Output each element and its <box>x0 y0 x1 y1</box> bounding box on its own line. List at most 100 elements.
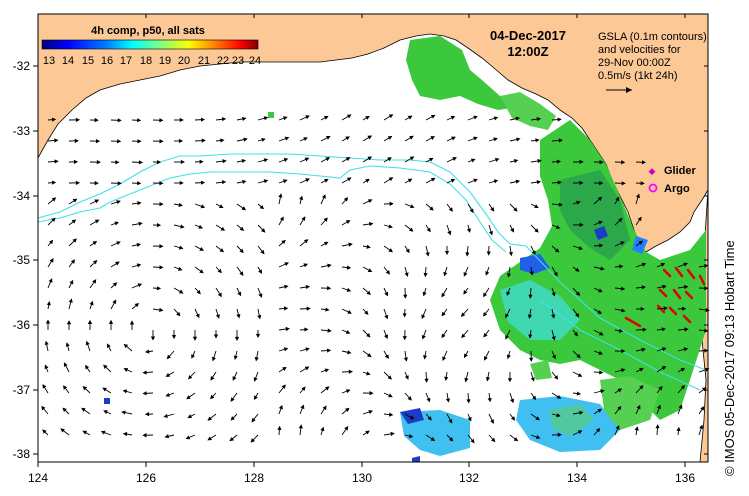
velocity-arrowhead <box>579 222 584 227</box>
velocity-arrowhead <box>94 199 100 204</box>
velocity-arrowhead <box>683 284 689 290</box>
colorbar-title: 4h comp, p50, all sats <box>91 25 205 37</box>
velocity-arrowhead <box>254 395 258 400</box>
velocity-arrowhead <box>529 271 534 276</box>
velocity-arrowhead <box>72 238 77 243</box>
velocity-arrowhead <box>345 220 351 224</box>
velocity-arrowhead <box>176 311 181 317</box>
velocity-arrowhead <box>660 263 666 267</box>
lon-label: 128 <box>244 471 264 485</box>
velocity-arrowhead <box>403 357 408 362</box>
velocity-arrowhead <box>408 227 414 232</box>
velocity-arrowhead <box>450 115 456 120</box>
velocity-arrowhead <box>241 206 246 211</box>
sst-patches <box>104 36 706 462</box>
velocity-arrowhead <box>536 117 542 122</box>
velocity-arrowhead <box>557 180 562 185</box>
colorbar-tick: 17 <box>120 55 132 67</box>
velocity-arrowhead <box>367 156 373 161</box>
velocity-arrowhead <box>44 364 49 370</box>
velocity-arrowhead <box>89 300 94 306</box>
velocity-arrowhead <box>300 404 305 410</box>
velocity-arrowhead <box>322 405 327 411</box>
velocity-arrowhead <box>661 347 667 352</box>
lat-label: -34 <box>13 189 31 203</box>
velocity-arrowhead <box>163 413 168 418</box>
velocity-arrowhead <box>505 335 509 340</box>
velocity-arrowhead <box>389 201 394 206</box>
velocity-arrowhead <box>557 117 562 122</box>
axis-ticks <box>33 14 708 467</box>
velocity-arrowhead <box>639 385 644 390</box>
velocity-arrowhead <box>156 223 162 228</box>
velocity-arrowhead <box>75 180 81 185</box>
velocity-arrowhead <box>186 395 191 400</box>
velocity-arrowhead <box>368 410 374 415</box>
velocity-arrowhead <box>573 331 579 337</box>
velocity-arrowhead <box>528 294 533 299</box>
velocity-arrowhead <box>346 114 352 119</box>
velocity-arrowhead <box>555 225 561 229</box>
velocity-arrowhead <box>426 227 431 233</box>
velocity-arrowhead <box>384 354 389 359</box>
velocity-arrowhead <box>464 377 469 383</box>
velocity-arrowhead <box>430 177 436 182</box>
velocity-arrowhead <box>579 410 584 415</box>
velocity-arrowhead <box>409 415 415 420</box>
velocity-arrowhead <box>343 197 349 202</box>
lon-label: 124 <box>28 471 48 485</box>
velocity-arrowhead <box>254 356 259 362</box>
velocity-arrowhead <box>410 204 415 209</box>
velocity-arrowhead <box>156 286 162 291</box>
velocity-arrowhead <box>187 414 193 419</box>
velocity-arrowhead <box>620 241 625 246</box>
velocity-arrowhead <box>284 136 290 141</box>
velocity-arrowhead <box>66 320 72 325</box>
velocity-arrowhead <box>680 367 686 372</box>
velocity-arrowhead <box>178 245 184 250</box>
velocity-arrowhead <box>100 430 106 435</box>
velocity-arrowhead <box>426 397 431 403</box>
velocity-arrowhead <box>242 179 247 185</box>
velocity-arrowhead <box>236 314 241 319</box>
velocity-arrowhead <box>348 369 354 374</box>
velocity-arrowhead <box>384 291 389 297</box>
velocity-arrowhead <box>551 336 556 341</box>
velocity-arrowhead <box>283 347 289 352</box>
velocity-arrowhead <box>298 424 303 429</box>
velocity-arrowhead <box>117 139 122 144</box>
velocity-arrowhead <box>682 306 687 311</box>
velocity-arrowhead <box>250 438 256 443</box>
velocity-arrowhead <box>159 118 164 123</box>
velocity-arrowhead <box>491 437 496 443</box>
velocity-arrowhead <box>222 159 227 164</box>
velocity-arrowhead <box>229 437 235 442</box>
velocity-arrowhead <box>445 398 451 403</box>
velocity-arrowhead <box>641 347 646 352</box>
map-time: 12:00Z <box>507 44 548 59</box>
velocity-arrowhead <box>325 157 331 162</box>
velocity-arrowhead <box>62 407 67 413</box>
glider-label: Glider <box>664 165 697 177</box>
velocity-arrowhead <box>305 347 310 352</box>
velocity-arrowhead <box>532 395 537 401</box>
velocity-arrowhead <box>115 261 120 266</box>
velocity-arrowhead <box>470 438 475 444</box>
velocity-arrowhead <box>642 327 647 332</box>
velocity-arrowhead <box>487 397 492 403</box>
velocity-arrowhead <box>407 115 413 120</box>
velocity-arrowhead <box>488 230 493 236</box>
velocity-arrowhead <box>641 160 647 165</box>
velocity-arrowhead <box>364 310 369 315</box>
velocity-arrowhead <box>51 197 57 202</box>
colorbar-tick: 18 <box>140 55 152 67</box>
velocity-arrowhead <box>303 239 309 244</box>
velocity-arrowhead <box>465 252 470 257</box>
velocity-arrowhead <box>483 332 488 338</box>
velocity-arrowhead <box>384 314 389 320</box>
velocity-arrowhead <box>577 373 583 377</box>
velocity-arrowhead <box>192 336 198 341</box>
velocity-arrowhead <box>171 335 177 340</box>
velocity-arrowhead <box>530 377 535 382</box>
velocity-arrowhead <box>75 117 81 122</box>
